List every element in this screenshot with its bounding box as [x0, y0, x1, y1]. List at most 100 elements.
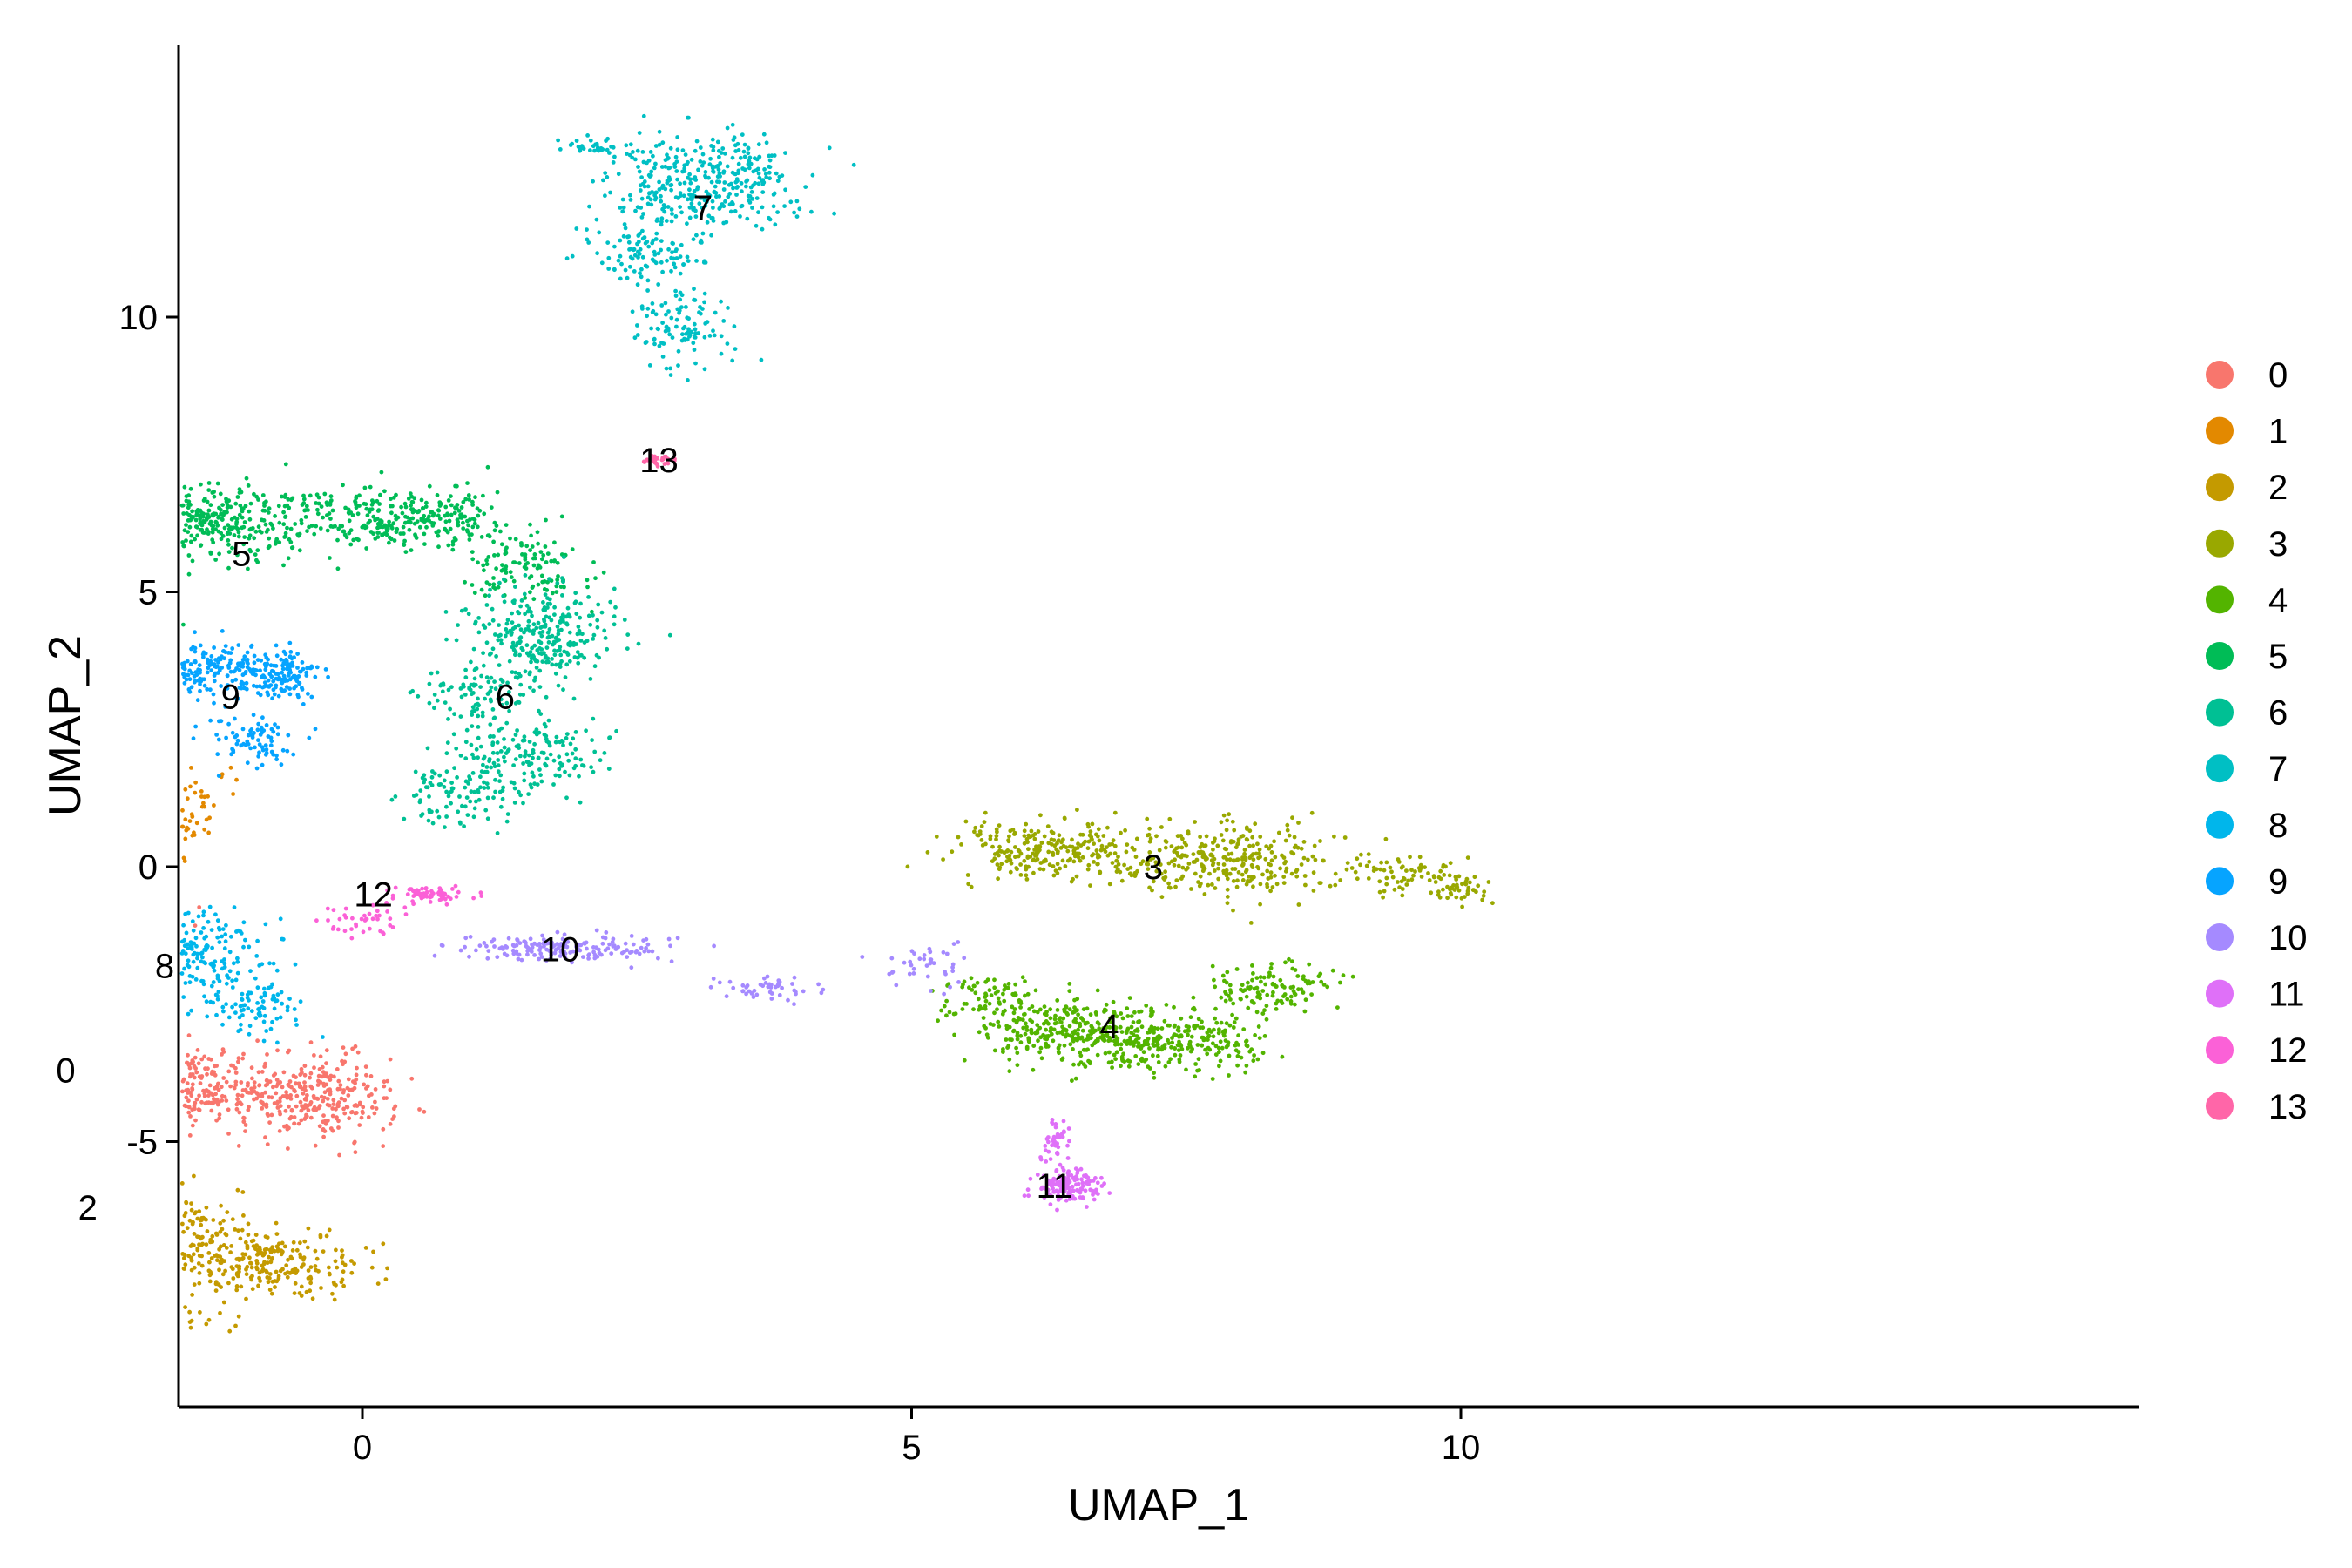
cluster-9-point — [225, 686, 230, 691]
cluster-6-point — [476, 797, 482, 802]
cluster-7-point — [659, 199, 664, 204]
cluster-4-point — [1190, 1046, 1194, 1051]
cluster-9-point — [254, 766, 260, 771]
cluster-5-point — [528, 548, 532, 552]
cluster-2-point — [267, 1272, 273, 1276]
cluster-6-point — [449, 685, 454, 690]
cluster-2-point — [217, 1267, 221, 1273]
cluster-0-point — [373, 1099, 377, 1105]
cluster-5-point — [325, 513, 329, 517]
cluster-4-point — [1036, 1038, 1040, 1044]
cluster-4-point — [1110, 1015, 1114, 1019]
cluster-9-point — [250, 735, 255, 740]
cluster-0-point — [353, 1044, 358, 1049]
cluster-7-point — [625, 275, 630, 280]
cluster-7-point — [558, 147, 563, 152]
cluster-3-point — [1047, 862, 1052, 868]
cluster-8-point — [268, 984, 274, 990]
cluster-5-point — [377, 524, 382, 530]
cluster-7-point — [685, 221, 689, 226]
cluster-0-point — [342, 1098, 348, 1103]
cluster-6-point — [553, 773, 558, 778]
cluster-3-point — [1065, 858, 1071, 863]
cluster-0-point — [318, 1054, 323, 1059]
cluster-7-point — [730, 155, 735, 160]
cluster-1-point — [185, 825, 189, 830]
cluster-7-point — [764, 175, 769, 180]
cluster-3-point — [1198, 835, 1202, 840]
cluster-6-point — [513, 701, 518, 706]
cluster-3-point — [1114, 869, 1119, 874]
cluster-7-point — [660, 355, 666, 359]
cluster-10-point — [551, 944, 555, 949]
cluster-2-point — [230, 1267, 235, 1272]
cluster-9-point — [221, 649, 226, 653]
cluster-5-point — [436, 508, 442, 513]
cluster-6-point — [489, 675, 494, 680]
cluster-4-point — [1077, 1062, 1081, 1067]
cluster-7-point — [675, 177, 679, 182]
cluster-0-point — [372, 1111, 377, 1116]
cluster-7-point — [662, 209, 667, 214]
cluster-10-point — [517, 941, 523, 945]
cluster-4-point — [1081, 1038, 1086, 1044]
cluster-3-point — [1132, 848, 1137, 852]
cluster-6-point — [498, 773, 504, 778]
cluster-3-point — [1406, 878, 1410, 883]
cluster-5-point — [260, 517, 264, 523]
cluster-0-point — [209, 1108, 214, 1113]
cluster-9-point — [260, 762, 265, 767]
cluster-3-point — [1283, 859, 1288, 864]
cluster-7-point — [657, 142, 662, 147]
cluster-10-point — [482, 941, 487, 945]
cluster-7-point — [652, 253, 658, 257]
cluster-3-point — [1221, 813, 1227, 818]
cluster-0-point — [272, 1101, 277, 1105]
cluster-0-point — [193, 1100, 198, 1105]
cluster-4-point — [997, 1002, 1003, 1006]
cluster-6-point — [437, 782, 443, 787]
cluster-9-point — [251, 683, 256, 688]
cluster-7-point — [733, 179, 739, 185]
cluster-3-point — [1349, 866, 1355, 870]
cluster-5-point — [226, 538, 231, 543]
cluster-7-point — [605, 240, 611, 245]
cluster-6-point — [501, 593, 506, 598]
cluster-8-point — [321, 1035, 325, 1039]
cluster-4-point — [1093, 1010, 1098, 1015]
cluster-5-point — [276, 504, 281, 509]
cluster-2-point — [195, 1247, 200, 1253]
cluster-4-point — [1120, 1016, 1125, 1021]
cluster-6-point — [591, 632, 597, 638]
cluster-4-point — [1271, 974, 1276, 979]
cluster-0-point — [315, 1083, 321, 1087]
cluster-4-point — [962, 1058, 967, 1063]
cluster-2-point — [349, 1259, 354, 1263]
cluster-3-point — [1033, 854, 1037, 858]
cluster-0-point — [291, 1073, 296, 1078]
cluster-3-point — [1215, 843, 1220, 848]
cluster-4-point — [1267, 972, 1272, 977]
cluster-5-point — [302, 508, 308, 513]
cluster-6-point — [576, 660, 581, 666]
cluster-7-point — [663, 301, 668, 306]
cluster-6-point — [567, 630, 572, 635]
cluster-4-point — [1166, 1060, 1172, 1064]
cluster-3-point — [1133, 855, 1139, 859]
cluster-10-point — [666, 936, 672, 942]
cluster-5-point — [377, 502, 382, 506]
cluster-4-point — [1003, 1008, 1007, 1013]
cluster-7-point — [605, 147, 610, 152]
cluster-6-point — [463, 779, 469, 784]
cluster-10-point — [641, 938, 645, 943]
cluster-7-point — [665, 258, 669, 263]
cluster-3-point — [1409, 868, 1414, 873]
cluster-5-point — [389, 504, 393, 509]
cluster-0-point — [262, 1064, 267, 1069]
cluster-5-point — [246, 483, 251, 488]
cluster-2-point — [213, 1280, 219, 1285]
cluster-6-point — [454, 638, 459, 643]
cluster-3-point — [1419, 875, 1424, 879]
cluster-3-point — [1263, 856, 1268, 862]
cluster-6-point — [471, 683, 476, 688]
